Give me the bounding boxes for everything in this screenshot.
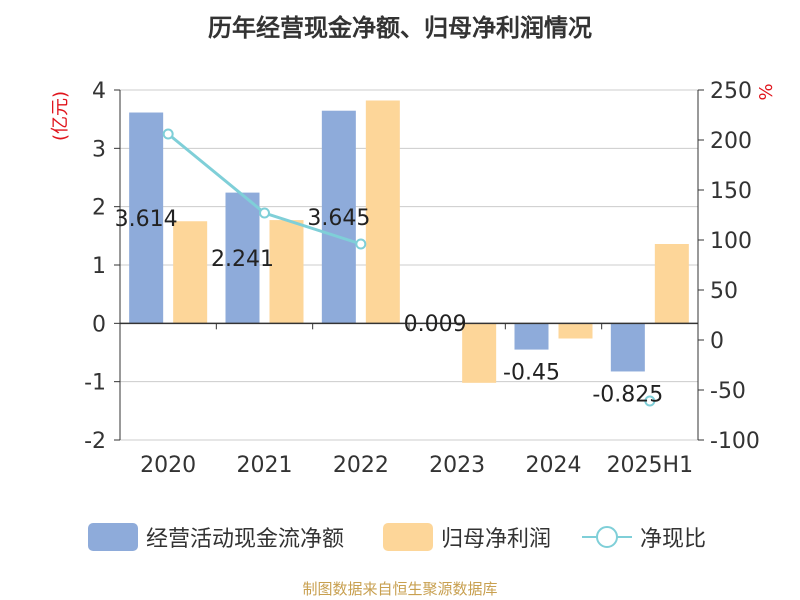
legend-item-cashflow[interactable]: 经营活动现金流净额 [88, 520, 344, 554]
bar-profit [269, 220, 304, 324]
bar-cashflow [129, 112, 164, 324]
bar-profit [173, 221, 208, 324]
right-tick-label: -100 [710, 429, 760, 454]
legend-swatch-cashflow [88, 523, 138, 551]
left-tick-label: 0 [92, 312, 106, 337]
right-tick-label: 250 [710, 79, 752, 104]
right-tick-label: -50 [710, 379, 746, 404]
data-label: 3.645 [307, 206, 370, 231]
right-tick-label: 50 [710, 279, 738, 304]
ratio-point [162, 128, 174, 140]
bar-cashflow [321, 110, 356, 324]
ratio-point [259, 207, 270, 219]
legend-swatch-profit [383, 523, 433, 551]
left-axis-label: (亿元) [50, 91, 71, 141]
bar-profit [365, 100, 400, 324]
data-label: 0.009 [404, 312, 467, 337]
legend-item-ratio[interactable]: 净现比 [582, 520, 706, 554]
data-label: 3.614 [115, 207, 178, 232]
category-label: 2023 [429, 453, 485, 478]
right-tick-label: 100 [710, 229, 752, 254]
legend-item-profit[interactable]: 归母净利润 [383, 520, 551, 554]
right-tick-label: 0 [710, 329, 724, 354]
bar-cashflow [514, 323, 549, 350]
category-label: 2024 [526, 453, 582, 478]
bars [129, 100, 689, 383]
right-tick-label: 200 [710, 129, 752, 154]
legend: 经营活动现金流净额 归母净利润 净现比 [0, 520, 800, 554]
grid-lines [120, 89, 698, 441]
legend-label-ratio: 净现比 [640, 527, 707, 552]
bar-profit [462, 323, 497, 383]
category-label: 2025H1 [607, 453, 694, 478]
left-tick-label: 4 [92, 79, 106, 104]
data-labels: 3.614 2.241 3.645 0.009 -0.45 -0.825 [115, 206, 664, 407]
legend-line-icon [582, 523, 632, 551]
right-axis-label: % [756, 83, 777, 100]
ratio-point [644, 395, 656, 407]
chart-title: 历年经营现金净额、归母净利润情况 [208, 14, 592, 42]
axes: 4 3 2 1 0 -1 -2 250 200 150 100 50 0 -50 -100 (亿元) % 2020… [50, 79, 777, 478]
bar-cashflow [610, 323, 645, 372]
ratio-point [355, 238, 367, 250]
legend-label-cashflow: 经营活动现金流净额 [146, 527, 345, 552]
bar-profit [654, 244, 689, 324]
bar-cashflow [225, 192, 260, 324]
left-tick-label: 1 [92, 254, 106, 279]
ratio-line [162, 128, 656, 407]
right-tick-label: 150 [710, 179, 752, 204]
left-tick-label: -1 [84, 371, 106, 396]
category-label: 2020 [140, 453, 196, 478]
data-label: 2.241 [211, 247, 274, 272]
legend-label-profit: 归母净利润 [441, 527, 552, 552]
left-tick-label: -2 [84, 429, 106, 454]
category-label: 2022 [333, 453, 389, 478]
data-label: -0.825 [592, 382, 663, 407]
source-note: 制图数据来自恒生聚源数据库 [302, 580, 498, 598]
data-label: -0.45 [503, 361, 560, 386]
bar-profit [558, 323, 593, 339]
left-tick-label: 3 [92, 137, 106, 162]
category-label: 2021 [237, 453, 293, 478]
left-tick-label: 2 [92, 196, 106, 221]
